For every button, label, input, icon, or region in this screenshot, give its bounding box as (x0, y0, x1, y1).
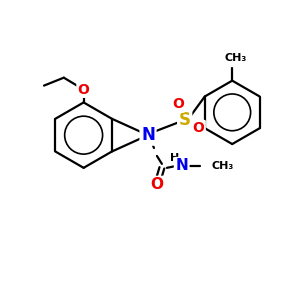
Text: N: N (141, 126, 155, 144)
Text: O: O (172, 98, 184, 111)
Text: O: O (78, 82, 90, 97)
Text: CH₃: CH₃ (224, 53, 246, 63)
Text: H: H (170, 153, 179, 163)
Text: CH₃: CH₃ (212, 161, 234, 171)
Text: N: N (175, 158, 188, 173)
Text: S: S (179, 111, 191, 129)
Text: O: O (150, 177, 164, 192)
Text: O: O (193, 121, 205, 135)
